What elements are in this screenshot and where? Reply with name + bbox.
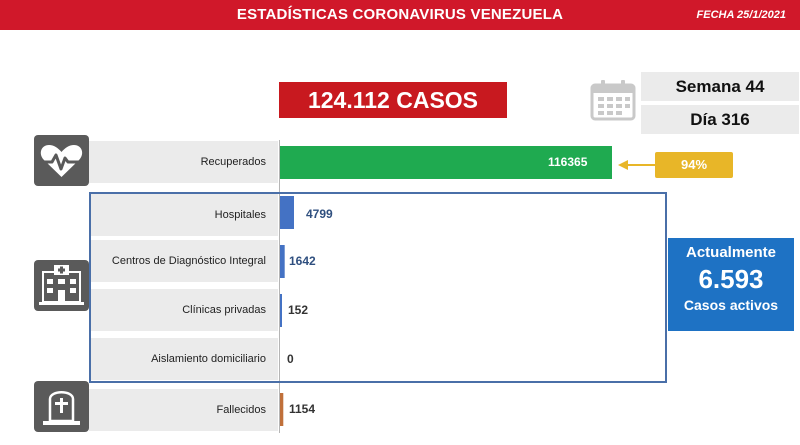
active-cases-value: 6.593 [698,264,764,294]
active-cases-subtitle: Casos activos [683,297,779,313]
hospital-icon [34,260,89,311]
bar-cdi [280,245,285,278]
label-recuperados: Recuperados [89,141,278,183]
label-fallecidos: Fallecidos [89,389,278,431]
hospitalization-group-frame [89,192,667,383]
value-label-hospitales: 4799 [306,207,333,221]
bar-hospitales [280,196,294,229]
value-label-recuperados: 116365 [548,155,588,169]
active-cases-title: Actualmente [685,244,777,261]
bar-fallecidos [280,393,284,426]
label-clinicas: Clínicas privadas [91,289,278,331]
report-date: FECHA 25/1/2021 [696,9,786,21]
tombstone-icon [34,381,89,432]
bar-clinicas [280,294,282,327]
chart-axis-line [279,140,280,433]
value-label-clinicas: 152 [288,303,309,317]
arrow-left-icon [618,160,658,170]
calendar-icon [590,79,636,121]
header-bar [0,0,800,30]
label-hospitales: Hospitales [91,194,278,236]
active-cases-box: Actualmente 6.593 Casos activos [668,238,794,331]
week-counter: Semana 44 [641,72,799,101]
value-label-fallecidos: 1154 [289,402,316,416]
day-counter: Día 316 [641,105,799,134]
label-aislamiento: Aislamiento domiciliario [91,338,278,380]
bar-recuperados [280,146,612,179]
page-title: ESTADÍSTICAS CORONAVIRUS VENEZUELA [236,6,564,23]
heartbeat-icon [34,135,89,186]
recovered-percent-badge: 94% [655,152,733,178]
value-label-aislamiento: 0 [287,352,294,366]
value-label-cdi: 1642 [289,254,316,268]
total-cases-box: 124.112 CASOS [279,82,507,118]
label-cdi: Centros de Diagnóstico Integral [91,240,278,282]
